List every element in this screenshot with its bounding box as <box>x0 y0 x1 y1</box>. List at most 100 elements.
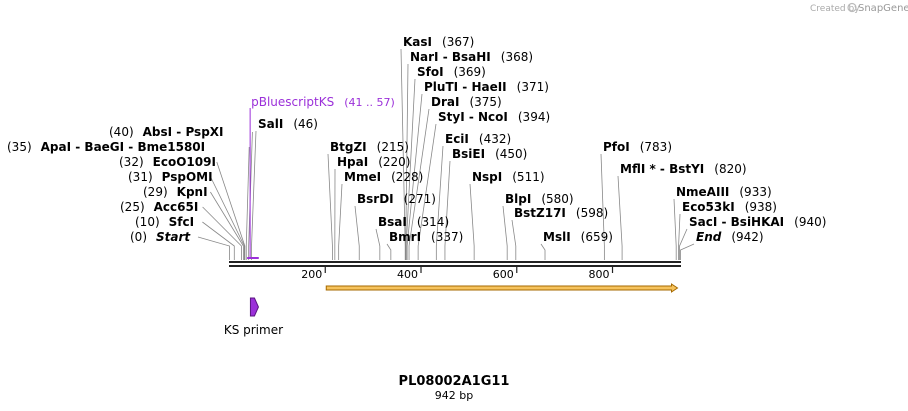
site-position-drai: (375) <box>469 95 501 109</box>
site-position-bmri: (337) <box>431 230 463 244</box>
site-label-hpai[interactable]: HpaI (220) <box>337 155 410 169</box>
site-label-absi-pspxi[interactable]: (40) AbsI - PspXI <box>109 125 224 139</box>
site-name-absi-pspxi: AbsI - PspXI <box>143 125 224 139</box>
site-position-msli: (659) <box>581 230 613 244</box>
leader-sfci <box>202 221 235 260</box>
site-label-blpi[interactable]: BlpI (580) <box>505 192 574 206</box>
site-label-end[interactable]: End (942) <box>696 230 764 244</box>
site-position-mfli-bstyi: (820) <box>714 162 746 176</box>
site-label-sfci[interactable]: (10) SfcI <box>135 215 194 229</box>
site-label-msli[interactable]: MslI (659) <box>543 230 613 244</box>
site-label-pspomi[interactable]: (31) PspOMI <box>128 170 213 184</box>
leader-sfoi <box>405 78 416 260</box>
site-label-sfoi[interactable]: SfoI (369) <box>417 65 486 79</box>
leader-msli <box>540 243 546 260</box>
site-position-bstz17i: (598) <box>576 206 608 220</box>
leader-drai <box>408 108 430 260</box>
snapgene-logo: SnapGene <box>858 3 908 14</box>
leader-eco53ki <box>678 213 681 260</box>
ks-primer-arrow[interactable] <box>249 297 259 317</box>
site-label-mmei[interactable]: MmeI (228) <box>344 170 423 184</box>
site-label-nmeaiii[interactable]: NmeAIII (933) <box>676 185 772 199</box>
site-label-btgzi[interactable]: BtgZI (215) <box>330 140 409 154</box>
site-position-ecoo109i: (32) <box>119 155 144 169</box>
site-label-saci-bsihkai[interactable]: SacI - BsiHKAI (940) <box>689 215 826 229</box>
credit: Created by SnapGene <box>810 2 908 14</box>
site-label-acc65i[interactable]: (25) Acc65I <box>120 200 198 214</box>
tick-label-200: 200 <box>301 268 322 281</box>
site-label-ecii[interactable]: EciI (432) <box>445 132 511 146</box>
site-label-eco53ki[interactable]: Eco53kI (938) <box>682 200 777 214</box>
site-name-sfci: SfcI <box>169 215 194 229</box>
leader-nspi <box>469 183 475 260</box>
leader-pspomi <box>210 176 245 260</box>
site-label-bsrdi[interactable]: BsrDI (271) <box>357 192 436 206</box>
site-label-pfoi[interactable]: PfoI (783) <box>603 140 672 154</box>
site-position-pspomi: (31) <box>128 170 153 184</box>
site-label-sali[interactable]: SalI (46) <box>258 117 318 131</box>
ruler-ticks: 200 400 600 800 <box>301 266 614 281</box>
site-position-bsai: (314) <box>417 215 449 229</box>
map-title: PL08002A1G11 <box>399 374 510 389</box>
site-position-end: (942) <box>731 230 763 244</box>
leader-bmri <box>386 243 392 260</box>
site-label-nari-bsahi[interactable]: NarI - BsaHI (368) <box>410 50 533 64</box>
leader-pfoi <box>600 153 605 260</box>
ks-primer-label[interactable]: KS primer <box>224 323 283 337</box>
leader-lines <box>197 48 695 260</box>
site-label-kpni[interactable]: (29) KpnI <box>143 185 208 199</box>
leader-bsai <box>375 228 381 260</box>
map-length: 942 bp <box>435 389 473 402</box>
site-position-hpai: (220) <box>378 155 410 169</box>
leader-nari-bsahi <box>405 63 409 260</box>
site-name-end: End <box>696 230 722 244</box>
site-label-bstz17i[interactable]: BstZ17I (598) <box>514 206 608 220</box>
site-label-mfli-bstyi[interactable]: MflI * - BstYI (820) <box>620 162 747 176</box>
site-name-bstz17i: BstZ17I <box>514 206 566 220</box>
tick-label-600: 600 <box>493 268 514 281</box>
site-label-bsai[interactable]: BsaI (314) <box>378 215 449 229</box>
leader-absi-pspxi <box>248 131 253 260</box>
leader-pluti-haeii <box>406 93 423 260</box>
leader-ecoo109i <box>216 161 246 260</box>
snapgene-logo-icon <box>847 2 857 13</box>
site-position-absi-pspxi: (40) <box>109 125 134 139</box>
site-label-nspi[interactable]: NspI (511) <box>472 170 545 184</box>
site-label-bmri[interactable]: BmrI (337) <box>389 230 463 244</box>
site-position-btgzi: (215) <box>377 140 409 154</box>
leader-kpni <box>210 191 244 260</box>
leader-apai-baegi-bme1580i <box>245 146 250 260</box>
leader-mfli-bstyi <box>617 175 623 260</box>
site-name-sali: SalI <box>258 117 283 131</box>
site-name-ecii: EciI <box>445 132 469 146</box>
credit-prefix: Created by <box>810 4 860 14</box>
site-name-pspomi: PspOMI <box>162 170 213 184</box>
site-label-pluti-haeii[interactable]: PluTI - HaeII (371) <box>424 80 549 94</box>
orf-arrow[interactable] <box>325 283 679 293</box>
site-name-nspi: NspI <box>472 170 502 184</box>
feature-pbluescriptks-label[interactable]: pBluescriptKS (41 .. 57) <box>251 95 395 109</box>
site-name-pfoi: PfoI <box>603 140 630 154</box>
site-label-drai[interactable]: DraI (375) <box>431 95 502 109</box>
sequence-backbone <box>229 261 681 267</box>
site-position-kpni: (29) <box>143 185 168 199</box>
site-position-kasi: (367) <box>442 35 474 49</box>
leader-start <box>197 236 230 260</box>
leader-acc65i <box>202 206 242 260</box>
site-label-apai-baegi-bme1580i[interactable]: (35) ApaI - BaeGI - Bme1580I <box>7 140 205 154</box>
site-label-ecoo109i[interactable]: (32) EcoO109I <box>119 155 216 169</box>
site-label-start[interactable]: (0) Start <box>130 230 191 244</box>
leader-btgzi <box>327 153 333 260</box>
site-label-bsiei[interactable]: BsiEI (450) <box>452 147 527 161</box>
site-name-btgzi: BtgZI <box>330 140 367 154</box>
site-position-sali: (46) <box>293 117 318 131</box>
site-name-msli: MslI <box>543 230 571 244</box>
site-name-bsai: BsaI <box>378 215 407 229</box>
site-name-hpai: HpaI <box>337 155 368 169</box>
site-label-kasi[interactable]: KasI (367) <box>403 35 474 49</box>
leader-nmeaiii <box>673 198 677 260</box>
site-label-styi-ncoi[interactable]: StyI - NcoI (394) <box>438 110 550 124</box>
leader-mmei <box>338 183 343 260</box>
leader-bsrdi <box>354 205 360 260</box>
